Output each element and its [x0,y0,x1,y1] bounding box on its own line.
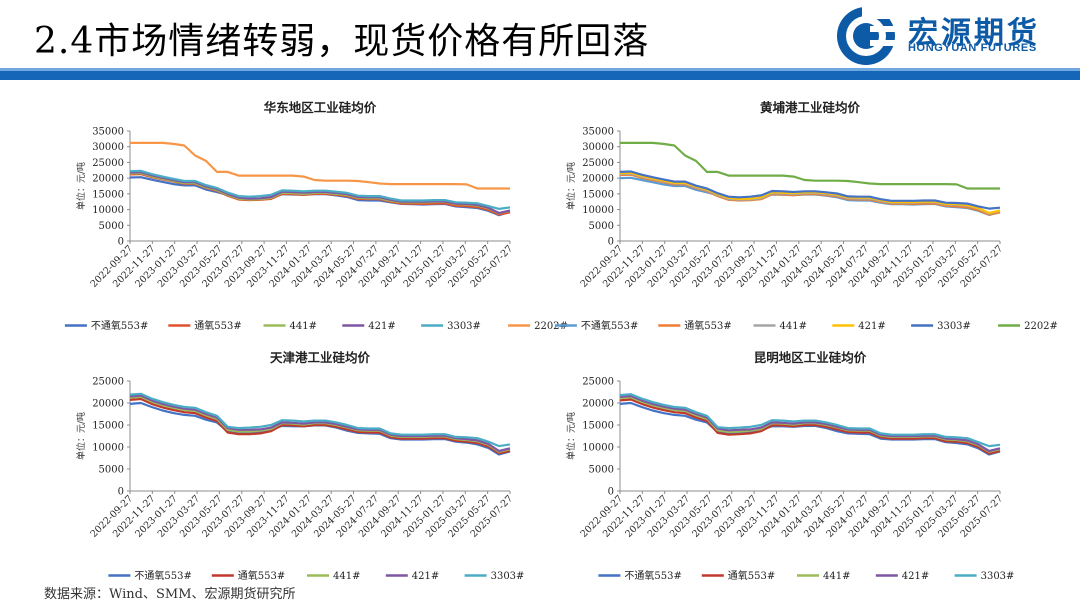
series-line-5 [130,141,510,190]
legend-label: 3303# [937,321,971,332]
y-tick-label: 20000 [92,399,124,410]
series-line-4 [129,392,511,448]
series-line-1 [129,397,511,455]
series-line-5 [620,141,1000,190]
legend-label: 通氧553# [728,569,775,582]
y-tick-label: 35000 [582,127,614,138]
legend-label: 421# [368,321,395,332]
y-tick-label: 5000 [99,221,124,232]
legend-label: 421# [412,571,439,582]
legend-label: 3303# [981,571,1015,582]
legend-label: 3303# [491,571,525,582]
series-line-3 [619,171,1001,215]
legend-label: 通氧553# [238,569,285,582]
y-tick-label: 10000 [92,205,124,216]
chart-panel-tianjin: 天津港工业硅均价 单位：元/吨 0 5000 10000 15000 20000 25000 2… [60,345,530,582]
y-tick-label: 10000 [582,205,614,216]
legend-label: 2202# [1024,321,1058,332]
y-tick-label: 15000 [92,189,124,200]
y-axis-label: 单位：元/吨 [565,412,577,460]
chart-panel-huangpu: 黄埔港工业硅均价单位：元/吨 0 5000 10000 15000 20000 25000 3… [550,95,1058,332]
y-tick-label: 20000 [92,174,124,185]
series-line-3 [129,394,511,453]
y-tick-label: 20000 [582,174,614,185]
y-tick-label: 25000 [92,158,124,169]
y-tick-label: 10000 [582,443,614,454]
legend-label: 421# [902,571,929,582]
y-tick-label: 15000 [582,421,614,432]
series-line-4 [619,170,1001,210]
y-tick-label: 15000 [582,189,614,200]
legend-label: 441# [290,321,317,332]
series-line-3 [129,171,511,215]
y-tick-label: 0 [118,237,124,248]
y-axis-label: 单位：元/吨 [75,162,87,210]
legend-label: 通氧553# [194,319,241,332]
header-divider-bar [0,68,1080,80]
legend-label: 441# [333,571,360,582]
y-tick-label: 10000 [92,443,124,454]
page-title: 2.4市场情绪转弱，现货价格有所回落 [34,21,650,62]
chart-title: 黄埔港工业硅均价 [760,100,861,115]
logo-text: 宏源期货 [908,16,1040,51]
chart-title: 昆明地区工业硅均价 [754,350,867,365]
series-line-2 [129,171,511,215]
legend-label: 441# [780,321,807,332]
company-logo [826,6,1076,66]
series-line-3 [619,394,1001,453]
legend-label: 不通氧553# [581,319,638,332]
y-tick-label: 0 [608,237,614,248]
y-tick-label: 15000 [92,421,124,432]
series-line-4 [129,169,511,211]
y-tick-label: 0 [118,487,124,498]
legend-label: 2202# [534,321,568,332]
legend-label: 不通氧553# [91,319,148,332]
y-tick-label: 25000 [582,158,614,169]
y-axis-label: 单位：元/吨 [75,412,87,460]
legend-label: 421# [858,321,885,332]
y-tick-label: 35000 [92,127,124,138]
y-tick-label: 30000 [92,142,124,153]
series-line-4 [619,393,1001,448]
chart-panel-east-china: 华东地区工业硅均价单位：元/吨 0 5000 10000 15000 20000 25000… [60,95,568,332]
legend-label: 不通氧553# [134,569,191,582]
legend-label: 3303# [447,321,481,332]
series-line-1 [619,398,1001,455]
y-axis-label: 单位：元/吨 [565,162,577,210]
y-tick-label: 5000 [589,465,614,476]
logo-subtitle: HONGYUAN FUTURES [908,42,1037,54]
y-tick-label: 25000 [582,377,614,388]
legend-label: 不通氧553# [624,569,681,582]
y-tick-label: 5000 [589,221,614,232]
chart-title: 华东地区工业硅均价 [264,100,377,115]
chart-title: 天津港工业硅均价 [270,350,371,365]
header-bar-highlight [0,68,1080,71]
series-line-2 [129,395,511,453]
y-tick-label: 20000 [582,399,614,410]
chart-tianjin: 天津港工业硅均价单位：元/吨05000100001500020000250002… [75,350,524,582]
chart-panel-kunming: 昆明地区工业硅均价单位：元/吨 0 5000 10000 15000 20000 25000… [550,345,1020,582]
y-tick-label: 0 [608,487,614,498]
logo-emblem-icon [837,6,906,65]
legend-label: 通氧553# [684,319,731,332]
y-tick-label: 5000 [99,465,124,476]
y-tick-label: 25000 [92,377,124,388]
legend-label: 441# [823,571,850,582]
y-tick-label: 30000 [582,142,614,153]
data-source-note: 数据来源：Wind、SMM、宏源期货研究所 [44,587,296,602]
